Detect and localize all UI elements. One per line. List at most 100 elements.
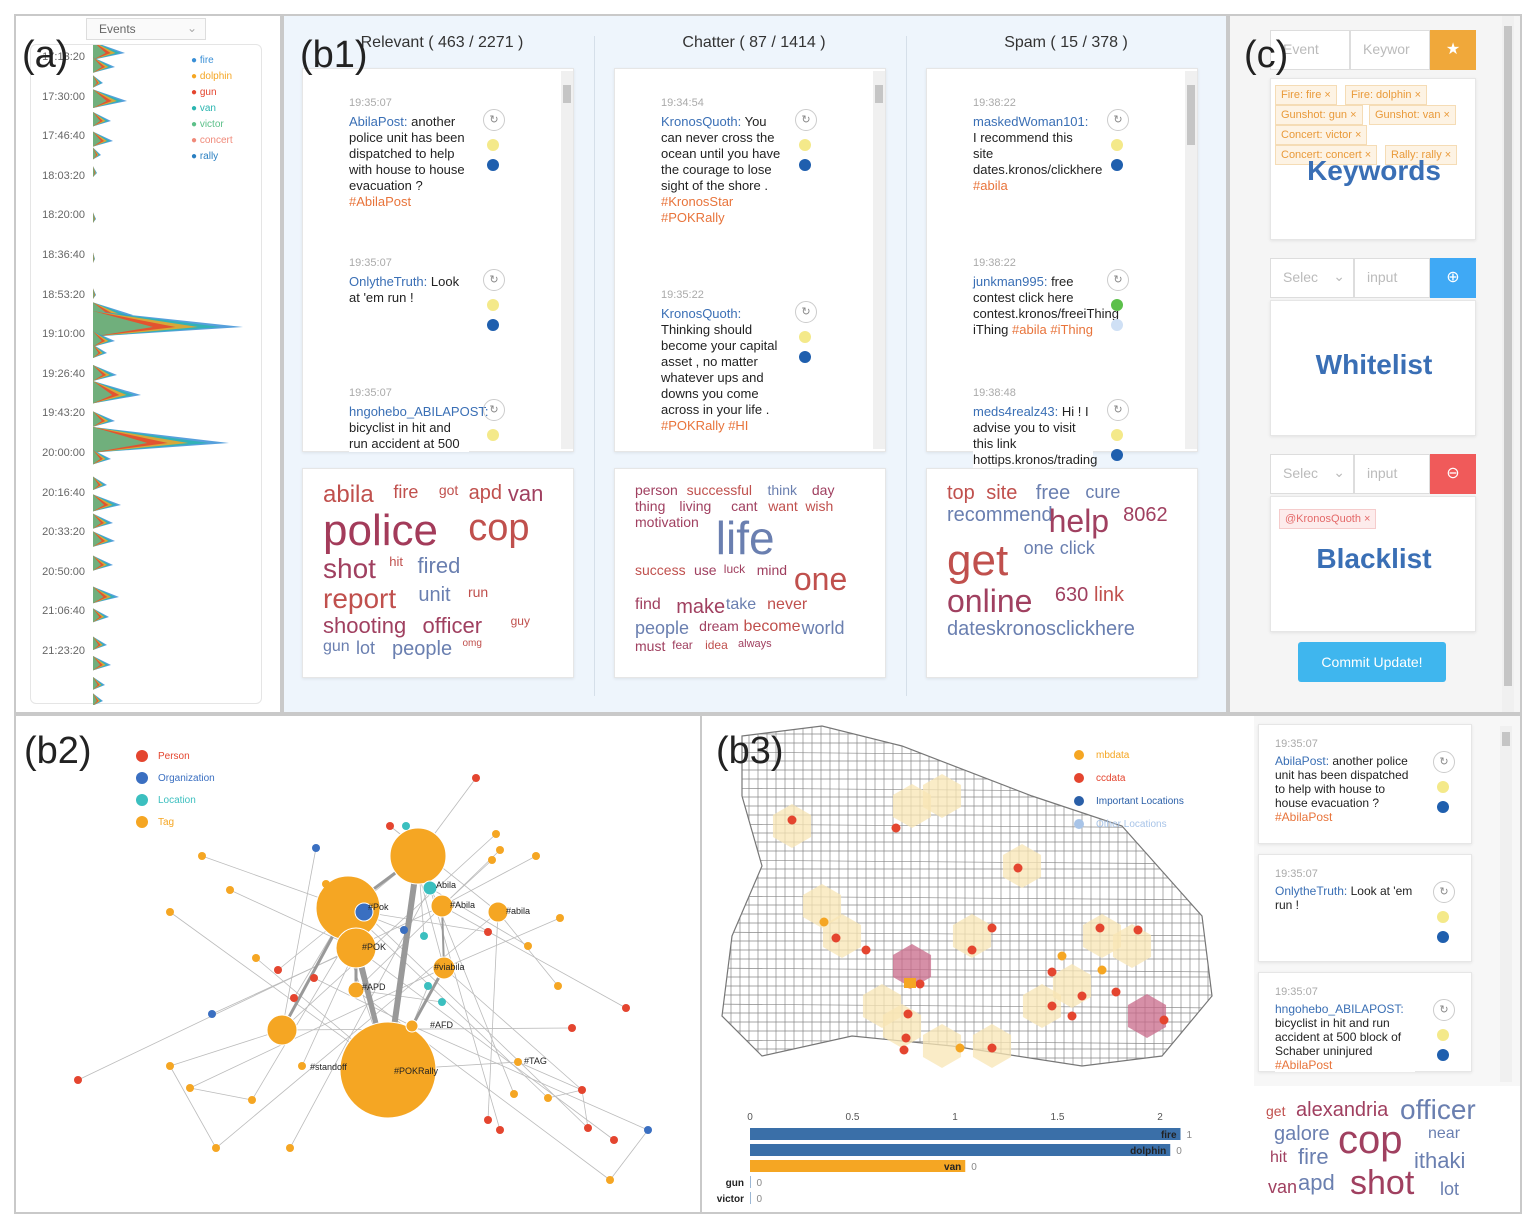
tweet-tag[interactable]: #AbilaPost: [1275, 810, 1333, 824]
tweet-card[interactable]: 19:35:07 hngohebo_ABILAPOST: bicyclist in…: [349, 385, 505, 452]
location-point[interactable]: [1159, 1015, 1169, 1025]
network-node[interactable]: [484, 1116, 492, 1124]
density-hexbin[interactable]: [1127, 994, 1167, 1038]
location-point[interactable]: [1057, 951, 1067, 961]
refresh-icon[interactable]: ↻: [1107, 109, 1129, 131]
network-node[interactable]: [312, 844, 320, 852]
network-node[interactable]: [339, 1021, 437, 1119]
network-node[interactable]: [400, 926, 408, 934]
bar-victor[interactable]: [750, 1192, 751, 1204]
location-point[interactable]: [987, 1043, 997, 1053]
network-node[interactable]: [606, 1176, 614, 1184]
tweet-user[interactable]: AbilaPost:: [349, 114, 408, 129]
refresh-icon[interactable]: ↻: [1107, 399, 1129, 421]
location-point[interactable]: [955, 1043, 965, 1053]
location-point[interactable]: [967, 945, 977, 955]
tweet-user[interactable]: KronosQuoth:: [661, 114, 742, 129]
network-node[interactable]: [186, 1084, 194, 1092]
network-node[interactable]: [487, 901, 509, 923]
network-node[interactable]: [524, 942, 532, 950]
location-point[interactable]: [861, 945, 871, 955]
network-node[interactable]: [226, 886, 234, 894]
blacklist-chip[interactable]: @KronosQuoth ×: [1279, 509, 1377, 529]
tweet-user[interactable]: OnlytheTruth:: [349, 274, 428, 289]
network-node[interactable]: [432, 956, 456, 980]
refresh-icon[interactable]: ↻: [1107, 269, 1129, 291]
network-node[interactable]: [402, 822, 410, 830]
refresh-icon[interactable]: ↻: [1433, 881, 1455, 903]
keyword-chip[interactable]: Fire: fire ×: [1275, 85, 1337, 105]
density-hexbin[interactable]: [1022, 984, 1062, 1028]
tweet-card[interactable]: 19:35:07 OnlytheTruth: Look at 'em run ! ↻: [349, 255, 505, 331]
density-hexbin[interactable]: [952, 914, 992, 958]
location-point[interactable]: [901, 1033, 911, 1043]
density-hexbin[interactable]: [772, 804, 812, 848]
network-node[interactable]: [472, 774, 480, 782]
close-icon[interactable]: ×: [1361, 149, 1372, 161]
location-point[interactable]: [903, 1009, 913, 1019]
bar-van[interactable]: [750, 1160, 966, 1172]
network-node[interactable]: [484, 928, 492, 936]
network-node[interactable]: [430, 894, 454, 918]
location-point[interactable]: [1133, 925, 1143, 935]
location-point[interactable]: [987, 923, 997, 933]
network-node[interactable]: [354, 902, 374, 922]
network-node[interactable]: [298, 1062, 306, 1070]
bar-fire[interactable]: [750, 1128, 1181, 1140]
refresh-icon[interactable]: ↻: [483, 269, 505, 291]
add-keyword-button[interactable]: ★: [1430, 30, 1476, 70]
location-point[interactable]: [1095, 923, 1105, 933]
close-icon[interactable]: ×: [1440, 109, 1450, 121]
network-node[interactable]: [438, 998, 446, 1006]
keyword-chip[interactable]: Gunshot: gun ×: [1275, 105, 1363, 125]
network-node[interactable]: [424, 982, 432, 990]
network-node[interactable]: [578, 1086, 586, 1094]
refresh-icon[interactable]: ↻: [795, 109, 817, 131]
location-point[interactable]: [915, 979, 925, 989]
network-node[interactable]: [212, 1144, 220, 1152]
add-whitelist-button[interactable]: ⊕: [1430, 258, 1476, 298]
scrollbar[interactable]: [1500, 726, 1512, 1082]
network-node[interactable]: [622, 1004, 630, 1012]
network-node[interactable]: [166, 908, 174, 916]
network-node[interactable]: [610, 1136, 618, 1144]
network-node[interactable]: [74, 1076, 82, 1084]
whitelist-select[interactable]: Selec ⌄: [1270, 258, 1354, 298]
network-node[interactable]: [510, 1090, 518, 1098]
scrollbar-thumb[interactable]: [875, 85, 883, 103]
tweet-card[interactable]: 19:35:07 hngohebo_ABILAPOST: bicyclist in…: [1258, 972, 1472, 1072]
tweet-card[interactable]: 19:35:22 KronosQuoth: Thinking should bec…: [661, 287, 817, 434]
refresh-icon[interactable]: ↻: [483, 109, 505, 131]
scrollbar-thumb[interactable]: [1187, 85, 1195, 145]
density-hexbin[interactable]: [1082, 914, 1122, 958]
tweet-card[interactable]: 19:38:48 meds4realz43: Hi ! I advise you …: [973, 385, 1129, 468]
tweet-hashtag[interactable]: #AbilaPost: [349, 194, 412, 209]
tweet-card[interactable]: 19:35:07 AbilaPost: another police unit h…: [1258, 724, 1472, 844]
location-point[interactable]: [1111, 987, 1121, 997]
density-hexbin[interactable]: [922, 774, 962, 818]
tweet-card[interactable]: 19:34:54 KronosQuoth: You can never cross…: [661, 95, 817, 226]
bar-dolphin[interactable]: [750, 1144, 1171, 1156]
scrollbar[interactable]: [873, 71, 885, 449]
tweet-user[interactable]: junkman995:: [973, 274, 1048, 289]
tweet-user[interactable]: OnlytheTruth:: [1275, 884, 1348, 898]
close-icon[interactable]: ×: [1411, 89, 1422, 101]
network-node[interactable]: [208, 1010, 216, 1018]
network-node[interactable]: [347, 981, 365, 999]
tweet-user[interactable]: hngohebo_ABILAPOST:: [1275, 1002, 1404, 1016]
close-icon[interactable]: ×: [1347, 109, 1357, 121]
network-node[interactable]: [496, 846, 504, 854]
bar-gun[interactable]: [750, 1176, 751, 1188]
network-node[interactable]: [252, 954, 260, 962]
tweet-card[interactable]: 19:38:22 junkman995: free contest click h…: [973, 255, 1129, 338]
refresh-icon[interactable]: ↻: [1433, 999, 1455, 1021]
location-point[interactable]: [899, 1045, 909, 1055]
tweet-user[interactable]: hngohebo_ABILAPOST:: [349, 404, 489, 419]
tweet-user[interactable]: KronosQuoth:: [661, 306, 742, 321]
network-node[interactable]: [286, 1144, 294, 1152]
network-node[interactable]: [274, 966, 282, 974]
add-blacklist-button[interactable]: ⊖: [1430, 454, 1476, 494]
tweet-card[interactable]: 19:38:22 maskedWoman101: I recommend this…: [973, 95, 1129, 194]
event-tab[interactable]: Event: [1270, 30, 1350, 70]
network-node[interactable]: [514, 1058, 522, 1066]
